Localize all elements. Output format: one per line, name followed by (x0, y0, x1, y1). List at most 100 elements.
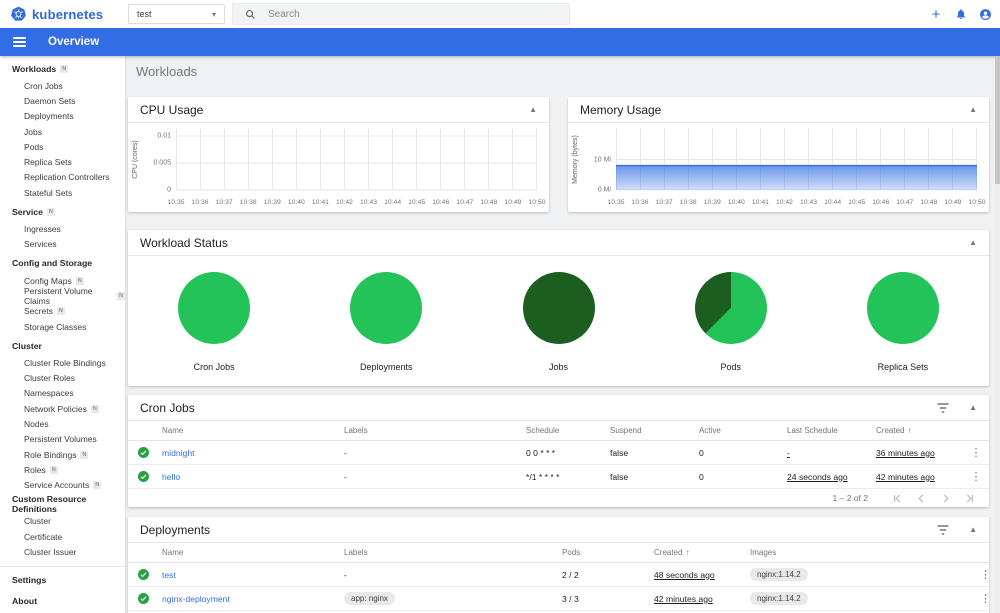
sidebar-item-secrets[interactable]: Secrets N (0, 304, 125, 319)
sidebar-item-namespaces[interactable]: Namespaces (0, 386, 125, 401)
sidebar-group-settings[interactable]: Settings (0, 571, 125, 590)
collapse-caret-icon[interactable]: ▲ (969, 402, 977, 412)
notifications-button[interactable] (955, 8, 967, 20)
sidebar-label: Config Maps (24, 275, 72, 286)
sidebar-group-config-and-storage[interactable]: Config and Storage (0, 254, 125, 273)
table-row: midnight - 0 0 * * * false 0 - 36 minutes ago ⋮ (128, 441, 989, 465)
sidebar-group-service[interactable]: Service N (0, 202, 125, 221)
relative-time: 42 minutes ago (876, 471, 935, 482)
collapse-caret-icon[interactable]: ▲ (969, 104, 977, 114)
collapse-caret-icon[interactable]: ▲ (969, 524, 977, 534)
sidebar-group-cluster[interactable]: Cluster (0, 336, 125, 355)
cell-text: 3 / 3 (562, 593, 579, 604)
row-actions-kebab-icon[interactable]: ⋮ (970, 471, 982, 483)
last-page-icon[interactable] (964, 493, 975, 504)
column-header-suspend[interactable]: Suspend (610, 426, 642, 435)
sidebar-item-certificate[interactable]: Certificate (0, 529, 125, 544)
pie-chart[interactable] (866, 272, 939, 344)
sidebar-item-stateful-sets[interactable]: Stateful Sets (0, 185, 125, 200)
brand-wordmark: kubernetes (32, 6, 104, 22)
sidebar-item-service-accounts[interactable]: Service Accounts N (0, 478, 125, 493)
pie-chart[interactable] (694, 272, 767, 344)
sidebar-label: Pods (24, 141, 44, 152)
first-page-icon[interactable] (892, 493, 903, 504)
sidebar-label: Namespaces (24, 388, 74, 399)
row-actions-kebab-icon[interactable]: ⋮ (980, 569, 991, 581)
sidebar-item-pods[interactable]: Pods (0, 139, 125, 154)
resource-link[interactable]: nginx-deployment (162, 593, 230, 604)
scrollbar-thumb[interactable] (995, 56, 1000, 184)
table-row: nginx-deployment app: nginx 3 / 3 42 minute… (128, 587, 991, 611)
search-input[interactable] (268, 8, 528, 20)
menu-hamburger-icon[interactable] (13, 37, 26, 47)
x-tick-label: 10:49 (504, 199, 522, 206)
sidebar-item-config-maps[interactable]: Config Maps N (0, 273, 125, 288)
column-header-name[interactable]: Name (162, 548, 184, 557)
sidebar-item-cluster-role-bindings[interactable]: Cluster Role Bindings (0, 355, 125, 370)
sidebar-group-custom-resource-definitions[interactable]: Custom Resource Definitions (0, 494, 125, 514)
pie-chart[interactable] (522, 272, 595, 344)
kubernetes-helm-icon (11, 6, 26, 21)
x-tick-label: 10:49 (944, 199, 962, 206)
column-header-created[interactable]: Created ↑ (876, 426, 912, 435)
table-cell: false (610, 472, 699, 482)
column-header-created[interactable]: Created ↑ (654, 548, 690, 557)
sidebar-item-network-policies[interactable]: Network Policies N (0, 401, 125, 416)
sidebar-item-persistent-volume-claims[interactable]: Persistent Volume Claims N (0, 286, 125, 306)
x-tick-label: 10:40 (287, 199, 305, 206)
filter-button[interactable] (937, 524, 949, 535)
column-header-pods[interactable]: Pods (562, 548, 581, 557)
column-header-labels[interactable]: Labels (344, 426, 368, 435)
create-resource-button[interactable]: + (931, 5, 941, 23)
sidebar-item-replication-controllers[interactable]: Replication Controllers (0, 170, 125, 185)
namespaced-badge: N (90, 404, 99, 413)
pie-chart[interactable] (178, 272, 251, 344)
resource-link[interactable]: hello (162, 471, 181, 482)
pie-chart[interactable] (350, 272, 423, 344)
column-header-name[interactable]: Name (162, 426, 184, 435)
scrollbar-track[interactable] (995, 56, 1000, 613)
namespaced-badge: N (49, 465, 58, 474)
sidebar-item-services[interactable]: Services (0, 237, 125, 252)
sidebar-item-jobs[interactable]: Jobs (0, 124, 125, 139)
row-actions-kebab-icon[interactable]: ⋮ (970, 447, 982, 459)
sidebar-item-daemon-sets[interactable]: Daemon Sets (0, 93, 125, 108)
sidebar-item-persistent-volumes[interactable]: Persistent Volumes (0, 432, 125, 447)
column-header-labels[interactable]: Labels (344, 548, 368, 557)
sidebar-group-about[interactable]: About (0, 592, 125, 611)
row-actions-kebab-icon[interactable]: ⋮ (980, 593, 991, 605)
memory-usage-plot (616, 129, 977, 191)
user-menu-button[interactable] (979, 8, 992, 21)
sidebar-item-replica-sets[interactable]: Replica Sets (0, 154, 125, 169)
sidebar-item-roles[interactable]: Roles N (0, 462, 125, 477)
resource-link[interactable]: midnight (162, 447, 195, 458)
sidebar-item-nodes[interactable]: Nodes (0, 416, 125, 431)
status-success-icon (138, 471, 149, 482)
column-header-images[interactable]: Images (750, 548, 777, 557)
search-bar[interactable] (232, 3, 570, 25)
collapse-caret-icon[interactable]: ▲ (969, 237, 977, 247)
next-page-icon[interactable] (940, 493, 951, 504)
filter-button[interactable] (937, 402, 949, 413)
table-cell: midnight (162, 448, 344, 458)
card-header: Memory Usage ▲ (568, 97, 989, 123)
collapse-caret-icon[interactable]: ▲ (529, 104, 537, 114)
sidebar-group-workloads[interactable]: Workloads N (0, 59, 125, 78)
column-header-schedule[interactable]: Schedule (526, 426, 560, 435)
sidebar-item-role-bindings[interactable]: Role Bindings N (0, 447, 125, 462)
sidebar-item-cluster[interactable]: Cluster (0, 514, 125, 529)
sidebar-item-cron-jobs[interactable]: Cron Jobs (0, 78, 125, 93)
column-header-active[interactable]: Active (699, 426, 721, 435)
column-header-last-schedule[interactable]: Last Schedule (787, 426, 838, 435)
sidebar-item-cluster-roles[interactable]: Cluster Roles (0, 370, 125, 385)
resource-link[interactable]: test (162, 569, 176, 580)
sidebar-item-storage-classes[interactable]: Storage Classes (0, 319, 125, 334)
namespace-selector[interactable]: test ▾ (128, 4, 225, 24)
card-title: Deployments (140, 522, 211, 537)
cell-text: - (344, 447, 347, 458)
previous-page-icon[interactable] (916, 493, 927, 504)
kubernetes-logo[interactable]: kubernetes (10, 0, 103, 28)
sidebar-item-cluster-issuer[interactable]: Cluster Issuer (0, 544, 125, 559)
sidebar-item-deployments[interactable]: Deployments (0, 109, 125, 124)
sidebar-item-ingresses[interactable]: Ingresses (0, 221, 125, 236)
